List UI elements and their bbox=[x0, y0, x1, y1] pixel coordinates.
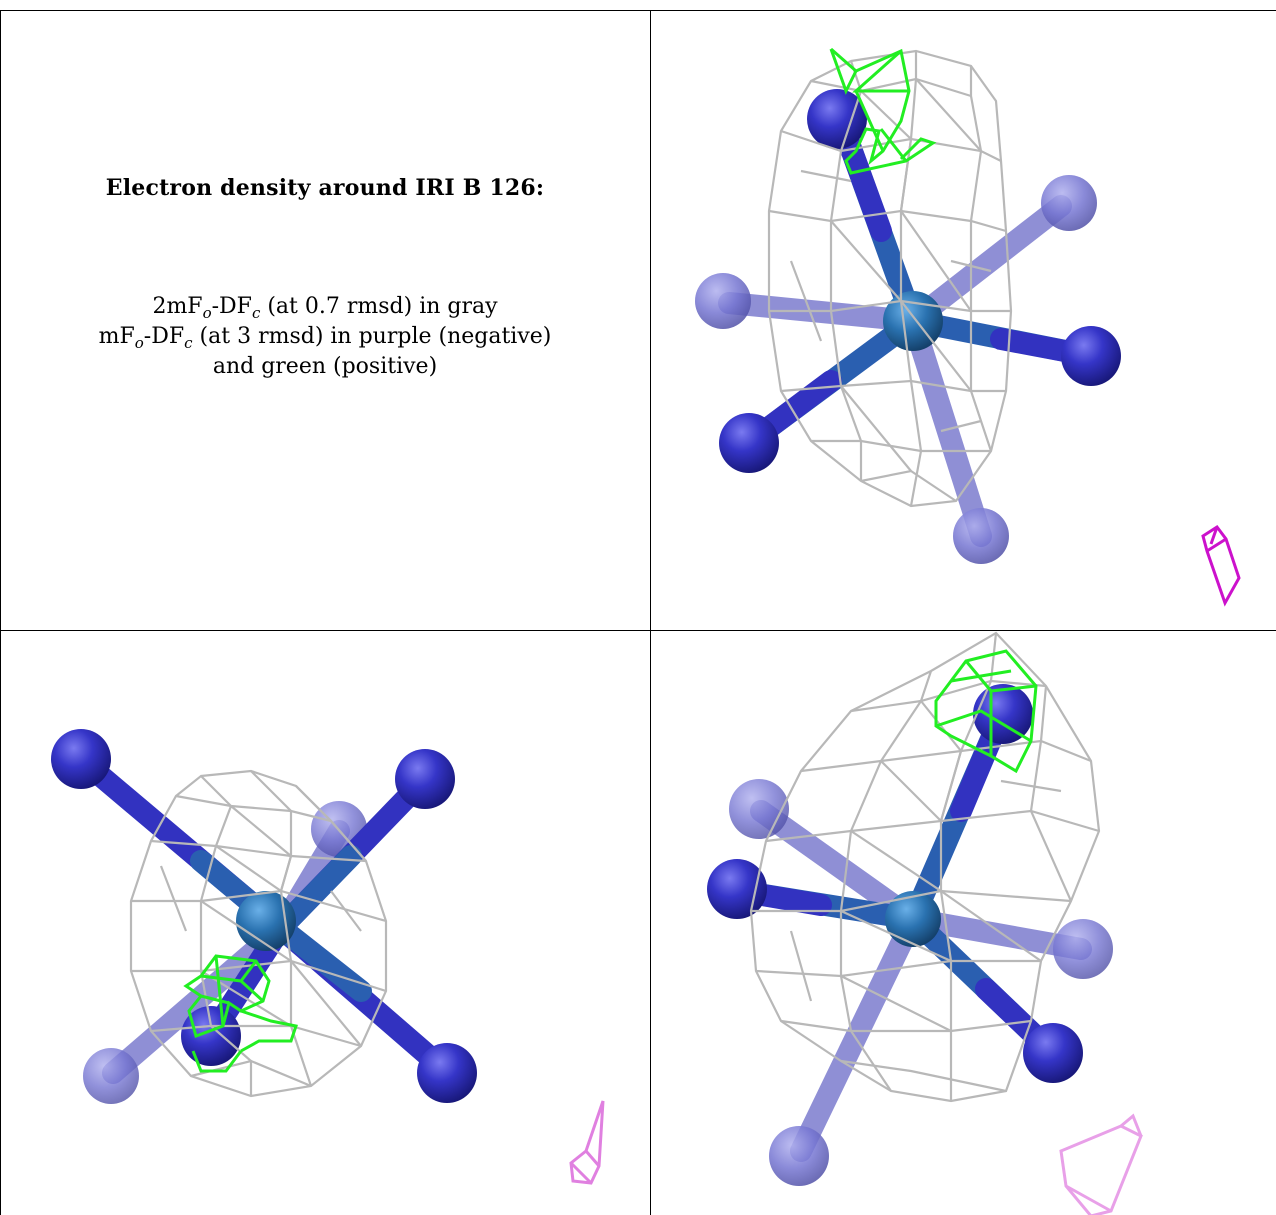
caption-legend: 2mFo-DFc (at 0.7 rmsd) in gray mFo-DFc (… bbox=[0, 292, 650, 382]
atom-top bbox=[973, 684, 1033, 744]
green-positive-density bbox=[829, 47, 937, 175]
purple-negative-density bbox=[1059, 1113, 1143, 1215]
atom-faded-upper-left bbox=[729, 779, 789, 839]
atom-upper-left bbox=[51, 729, 111, 789]
faded-ligands bbox=[729, 779, 1113, 1186]
atom-upper-right bbox=[395, 749, 455, 809]
atom-faded-bottom bbox=[953, 508, 1009, 564]
atom-top bbox=[807, 89, 867, 149]
atom-faded-bottom bbox=[769, 1126, 829, 1186]
front-bonds bbox=[728, 705, 1062, 1062]
faded-ligands bbox=[695, 175, 1097, 564]
atom-lower-right bbox=[417, 1043, 477, 1103]
green-positive-density bbox=[934, 649, 1038, 774]
gray-density-mesh bbox=[749, 631, 1101, 1103]
atom-faded-right bbox=[1053, 919, 1113, 979]
metal-center-atom bbox=[885, 891, 941, 947]
gray-density-mesh bbox=[129, 769, 388, 1098]
atom-faded-left bbox=[695, 273, 751, 329]
atom-faded-lower-left bbox=[83, 1048, 139, 1104]
legend-line-green: and green (positive) bbox=[212, 354, 438, 379]
left-border bbox=[0, 10, 1, 1215]
legend-line-gray: 2mFo-DFc (at 0.7 rmsd) in gray bbox=[152, 294, 498, 322]
purple-negative-density bbox=[569, 1100, 605, 1185]
green-positive-density bbox=[183, 954, 298, 1073]
density-panel-bottom-left bbox=[51, 729, 605, 1185]
atom-lower-center bbox=[181, 1006, 241, 1066]
metal-center-atom bbox=[236, 891, 296, 951]
gray-density-mesh bbox=[767, 49, 1013, 508]
density-panel-bottom-right bbox=[707, 631, 1143, 1215]
purple-negative-density bbox=[1201, 524, 1241, 607]
middle-border bbox=[0, 630, 1276, 631]
atom-lower-left bbox=[719, 413, 779, 473]
atom-lower-right bbox=[1023, 1023, 1083, 1083]
caption-title: Electron density around IRI B 126: bbox=[105, 175, 545, 201]
density-panel-top-right bbox=[695, 47, 1241, 607]
top-border bbox=[0, 10, 1276, 11]
center-divider bbox=[650, 10, 651, 1215]
caption-cell: Electron density around IRI B 126: 2mFo-… bbox=[0, 10, 650, 630]
front-bonds bbox=[740, 110, 1102, 452]
atom-faded-upper-right bbox=[1041, 175, 1097, 231]
atom-right bbox=[1061, 326, 1121, 386]
legend-line-purple: mFo-DFc (at 3 rmsd) in purple (negative) bbox=[98, 324, 552, 352]
